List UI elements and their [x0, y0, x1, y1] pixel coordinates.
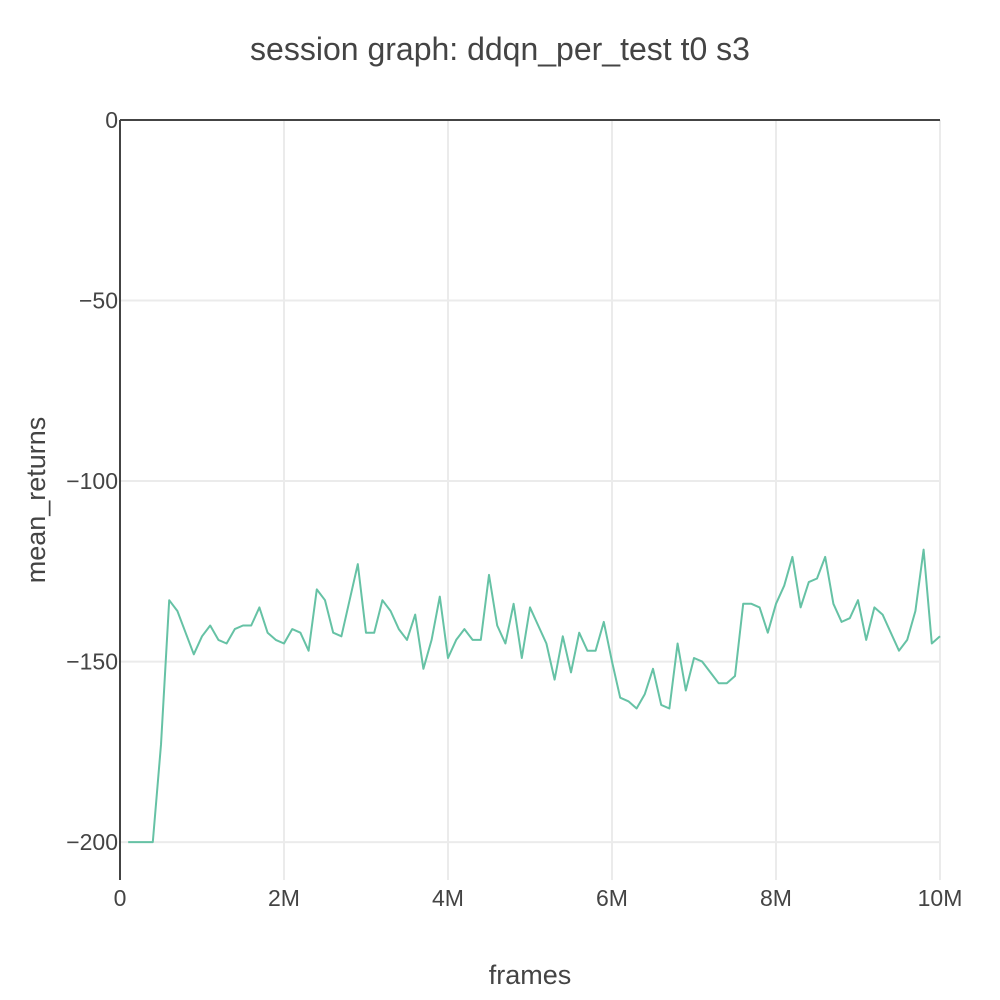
axis-layer: [119, 119, 940, 880]
y-tick-label-4: −200: [66, 829, 118, 855]
series-layer: [128, 548, 941, 844]
y-tick-label-1: −50: [79, 288, 118, 314]
y-tick-label-3: −150: [66, 649, 118, 675]
x-tick-label-1: 2M: [268, 885, 300, 911]
y-tick-label-0: 0: [105, 107, 118, 133]
x-tick-label-5: 10M: [918, 885, 963, 911]
x-axis-label: frames: [489, 960, 572, 990]
series-line-0: [128, 548, 941, 844]
x-tick-label-4: 8M: [760, 885, 792, 911]
x-tick-label-3: 6M: [596, 885, 628, 911]
x-tick-label-0: 0: [114, 885, 127, 911]
tick-label-layer: 0 2M 4M 6M 8M 10M 0 −50 −100 −150 −200: [66, 107, 962, 911]
y-tick-label-2: −100: [66, 468, 118, 494]
grid-layer: [120, 120, 941, 880]
y-axis-label: mean_returns: [21, 417, 51, 584]
chart-title: session graph: ddqn_per_test t0 s3: [250, 31, 750, 67]
x-tick-label-2: 4M: [432, 885, 464, 911]
